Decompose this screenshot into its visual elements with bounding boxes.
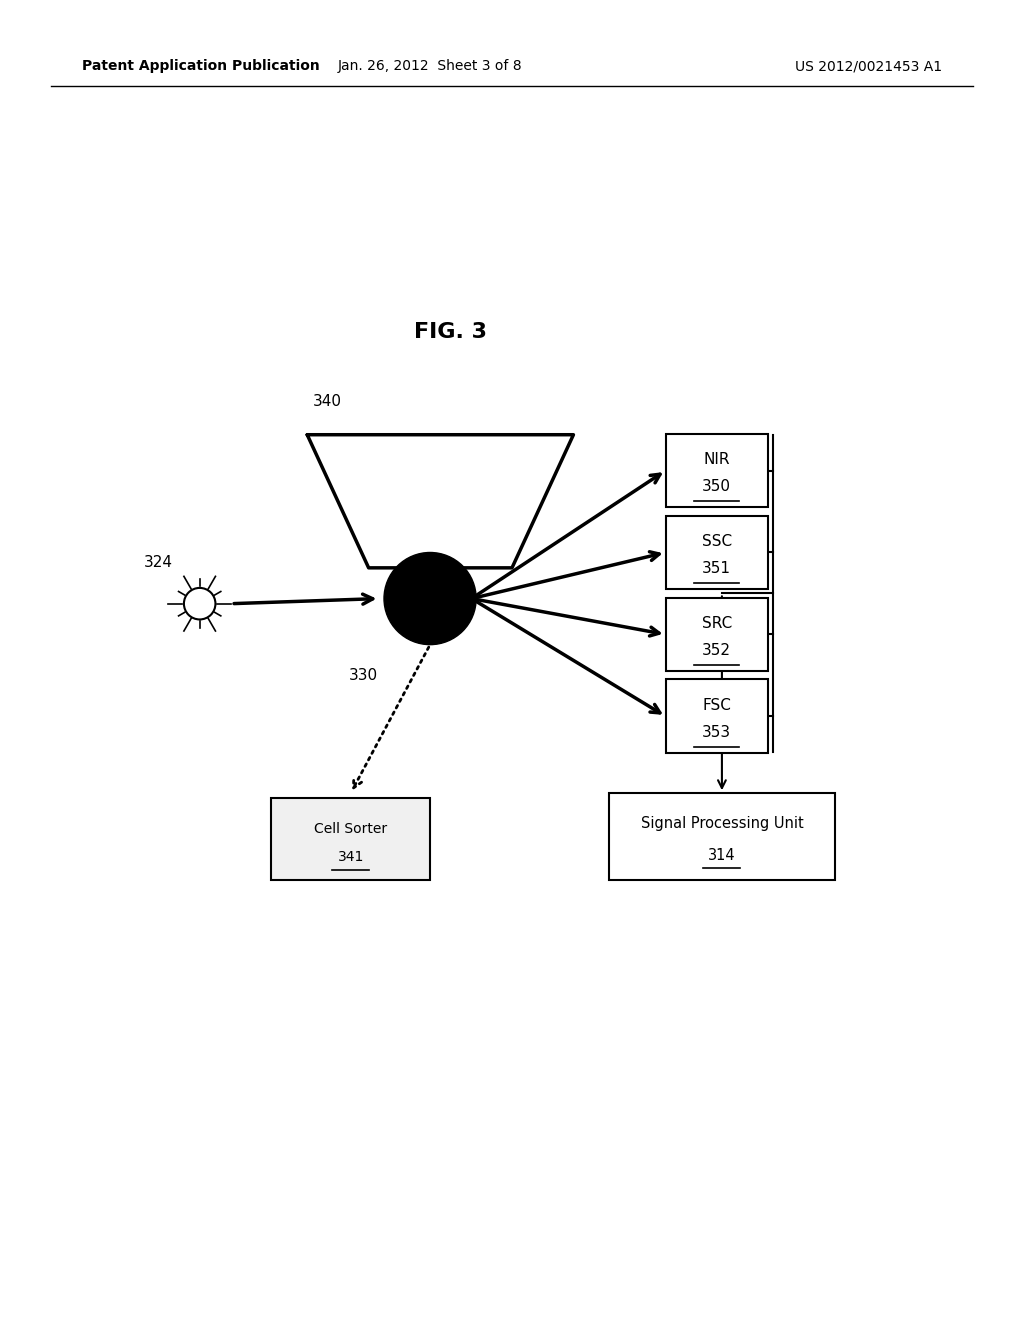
Circle shape — [384, 553, 476, 644]
Text: SRC: SRC — [701, 616, 732, 631]
Text: 324: 324 — [144, 556, 173, 570]
Text: Jan. 26, 2012  Sheet 3 of 8: Jan. 26, 2012 Sheet 3 of 8 — [338, 59, 522, 74]
Text: 341: 341 — [338, 850, 364, 865]
FancyBboxPatch shape — [666, 516, 768, 589]
Circle shape — [184, 587, 215, 619]
FancyBboxPatch shape — [271, 799, 430, 880]
Text: 350: 350 — [702, 479, 731, 494]
FancyBboxPatch shape — [666, 434, 768, 507]
Text: 353: 353 — [702, 725, 731, 741]
Text: US 2012/0021453 A1: US 2012/0021453 A1 — [795, 59, 942, 74]
Text: FIG. 3: FIG. 3 — [414, 322, 487, 342]
Text: Cell Sorter: Cell Sorter — [314, 822, 387, 837]
Text: SSC: SSC — [701, 533, 732, 549]
Text: 351: 351 — [702, 561, 731, 577]
Text: 352: 352 — [702, 643, 731, 659]
Text: FSC: FSC — [702, 698, 731, 713]
FancyBboxPatch shape — [609, 793, 835, 880]
Text: Signal Processing Unit: Signal Processing Unit — [641, 816, 803, 832]
Text: NIR: NIR — [703, 451, 730, 467]
FancyBboxPatch shape — [666, 598, 768, 672]
Text: 330: 330 — [349, 668, 378, 682]
Text: 340: 340 — [313, 395, 342, 409]
Text: 314: 314 — [709, 849, 735, 863]
Text: Patent Application Publication: Patent Application Publication — [82, 59, 319, 74]
FancyBboxPatch shape — [666, 680, 768, 754]
